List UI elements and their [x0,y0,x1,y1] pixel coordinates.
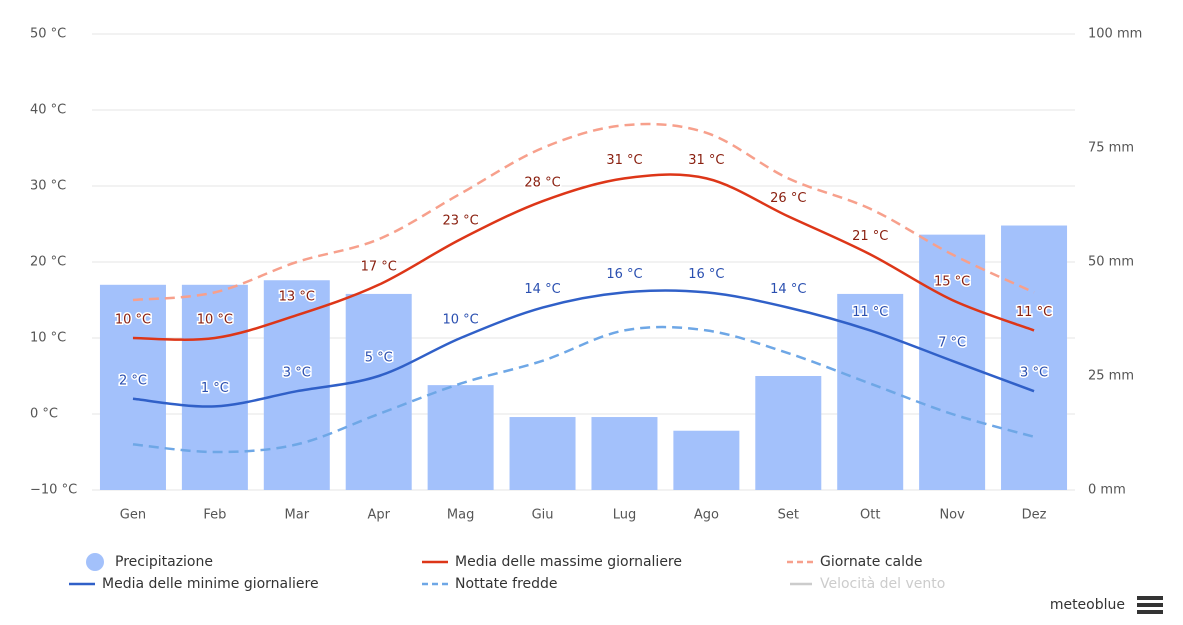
y-tick-label: 10 °C [30,331,66,346]
bar [673,430,740,490]
data-label: 10 °C [442,313,478,328]
dashed-line [132,122,1035,302]
line [132,173,1035,341]
data-label: 10 °C [197,313,233,328]
x-tick-label: Set [778,508,799,523]
data-label: 14 °C [524,282,560,297]
legend-label: Velocità del vento [820,576,945,592]
data-label: 11 °C [852,305,888,320]
data-label: 10 °C [115,313,151,328]
y-tick-label: 30 °C [30,179,66,194]
legend-label: Nottate fredde [455,576,558,592]
data-label: 7 °C [938,335,966,350]
data-label: 13 °C [279,290,315,305]
legend-label: Media delle massime giornaliere [455,554,682,570]
y2-tick-label: 100 mm [1088,27,1142,42]
data-label: 23 °C [442,214,478,229]
bar [755,376,822,490]
y2-tick-label: 0 mm [1088,483,1126,498]
data-label: 11 °C [1016,305,1052,320]
x-tick-label: Dez [1022,508,1047,523]
x-tick-label: Ago [694,508,719,523]
data-label: 28 °C [524,176,560,191]
bar [509,417,576,490]
x-tick-label: Mag [447,508,474,523]
data-label: 15 °C [934,275,970,290]
data-label: 17 °C [361,259,397,274]
data-label: 3 °C [1020,366,1048,381]
bar [181,284,248,490]
y-tick-label: 50 °C [30,27,66,42]
legend-label: Precipitazione [115,554,213,570]
data-label: 1 °C [201,381,229,396]
bar [1001,225,1068,490]
legend-label: Giornate calde [820,554,922,570]
data-label: 31 °C [606,153,642,168]
menu-button[interactable] [1137,596,1163,614]
bar [263,280,330,490]
data-label: 31 °C [688,153,724,168]
x-tick-label: Mar [285,508,310,523]
data-label: 16 °C [606,267,642,282]
bar [919,234,986,490]
y2-tick-label: 50 mm [1088,255,1134,270]
data-label: 5 °C [365,351,393,366]
data-label: 2 °C [119,373,147,388]
y2-tick-label: 75 mm [1088,141,1134,156]
legend-label: Media delle minime giornaliere [102,576,319,592]
bar [345,293,412,490]
bar [99,284,166,490]
data-label: 21 °C [852,229,888,244]
data-label: 26 °C [770,191,806,206]
line [132,289,1035,408]
dashed-line [132,325,1035,454]
x-tick-label: Ott [860,508,880,523]
data-label: 3 °C [283,366,311,381]
bar [591,417,658,490]
y-tick-label: 20 °C [30,255,66,270]
bar [427,385,494,490]
x-tick-label: Nov [939,508,965,523]
y-tick-label: 0 °C [30,407,58,422]
x-tick-label: Gen [120,508,146,523]
legend-swatch [86,553,104,571]
y-tick-label: −10 °C [30,483,77,498]
x-tick-label: Feb [203,508,226,523]
y2-tick-label: 25 mm [1088,369,1134,384]
data-label: 14 °C [770,282,806,297]
credit: meteoblue [1050,597,1125,613]
x-tick-label: Lug [613,508,637,523]
x-tick-label: Apr [367,508,390,523]
data-label: 16 °C [688,267,724,282]
y-tick-label: 40 °C [30,103,66,118]
x-tick-label: Giu [532,508,554,523]
